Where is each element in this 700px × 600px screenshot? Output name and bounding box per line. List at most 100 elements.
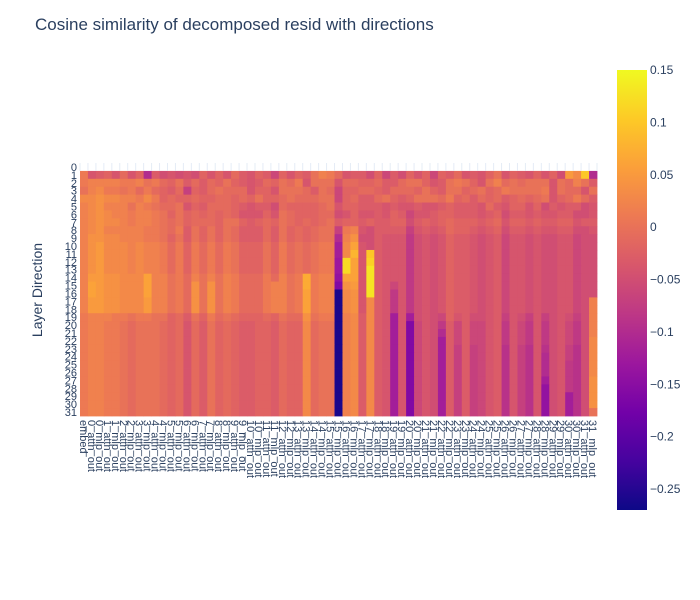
heatmap-cell — [477, 242, 487, 251]
heatmap-cell — [493, 321, 502, 330]
heatmap-cell — [294, 352, 304, 362]
heatmap-cell — [167, 186, 176, 196]
heatmap-cell — [223, 186, 232, 196]
heatmap-cell — [310, 313, 320, 322]
heatmap-cell — [549, 163, 558, 172]
colorbar-tick-label: 0.1 — [650, 115, 667, 129]
heatmap-cell — [143, 170, 152, 180]
heatmap-cell — [119, 376, 129, 385]
heatmap-cell — [581, 242, 590, 251]
heatmap-cell — [406, 210, 415, 219]
heatmap-cell — [485, 242, 494, 251]
heatmap-cell — [581, 163, 590, 172]
heatmap-cell — [135, 226, 145, 235]
heatmap-cell — [437, 376, 447, 385]
heatmap-cell — [167, 329, 176, 338]
heatmap-cell — [485, 202, 494, 211]
heatmap-cell — [326, 400, 335, 409]
heatmap-cell — [342, 352, 351, 362]
heatmap-cell — [231, 186, 240, 196]
heatmap-cell — [477, 234, 487, 243]
heatmap-cell — [406, 297, 415, 306]
heatmap-cell — [461, 210, 471, 219]
heatmap-cell — [422, 257, 431, 267]
heatmap-cell — [231, 313, 240, 322]
heatmap-cell — [103, 329, 113, 338]
heatmap-cell — [231, 178, 240, 188]
heatmap-cell — [326, 352, 335, 362]
heatmap-cell — [80, 226, 89, 235]
heatmap-cell — [215, 163, 224, 172]
heatmap-cell — [191, 163, 200, 172]
heatmap-cell — [207, 194, 216, 203]
heatmap-cell — [509, 170, 518, 180]
heatmap-cell — [111, 170, 121, 180]
heatmap-cell — [477, 400, 487, 409]
heatmap-cell — [573, 202, 582, 211]
x-tick-label: 18_attn_out — [371, 420, 383, 478]
heatmap-cell — [223, 178, 232, 188]
heatmap-cell — [533, 408, 542, 417]
heatmap-cell — [334, 202, 343, 211]
heatmap-cell — [453, 257, 463, 267]
heatmap-cell — [286, 368, 296, 377]
heatmap-cell — [215, 336, 224, 346]
heatmap-cell — [254, 360, 264, 369]
heatmap-cell — [581, 194, 590, 203]
heatmap-cell — [215, 376, 224, 385]
heatmap-cell — [103, 321, 113, 330]
heatmap-cell — [366, 313, 375, 322]
x-tick-label: 19_attn_out — [387, 420, 399, 478]
heatmap-cell — [127, 178, 137, 188]
heatmap-cell — [103, 234, 113, 243]
y-tick-label: 4 — [71, 194, 77, 206]
heatmap-cell — [390, 170, 399, 180]
heatmap-cell — [80, 202, 89, 211]
heatmap-cell — [183, 202, 192, 211]
heatmap-cell — [183, 210, 192, 219]
heatmap-cell — [390, 257, 399, 267]
heatmap-cell — [573, 234, 582, 243]
heatmap-cell — [103, 305, 113, 314]
heatmap-cell — [167, 321, 176, 330]
heatmap-cell — [191, 400, 200, 409]
heatmap-cell — [565, 344, 574, 354]
heatmap-cell — [231, 329, 240, 338]
heatmap-cell — [143, 329, 152, 338]
heatmap-cell — [445, 249, 455, 259]
heatmap-cell — [151, 313, 160, 322]
heatmap-cell — [302, 194, 312, 203]
heatmap-cell — [247, 392, 256, 401]
heatmap-cell — [541, 400, 550, 409]
heatmap-cell — [183, 408, 192, 417]
heatmap-cell — [119, 202, 129, 211]
heatmap-cell — [103, 400, 113, 409]
heatmap-cell — [445, 352, 455, 362]
x-tick-labels: embed0_attn_out0_mlp_out1_attn_out1_mlp_… — [77, 420, 598, 478]
heatmap-cell — [485, 313, 494, 322]
heatmap-cell — [422, 163, 431, 172]
heatmap-cell — [477, 218, 487, 227]
heatmap-cell — [215, 178, 224, 188]
heatmap-cell — [414, 360, 423, 369]
heatmap-cell — [294, 408, 304, 417]
heatmap-cell — [135, 242, 145, 251]
heatmap-cell — [533, 163, 542, 172]
heatmap-cell — [207, 234, 216, 243]
heatmap-cell — [80, 163, 89, 172]
heatmap-cell — [541, 329, 550, 338]
heatmap-cell — [557, 384, 566, 393]
heatmap-cell — [429, 242, 439, 251]
heatmap-cell — [581, 305, 590, 314]
heatmap-cell — [151, 202, 160, 211]
heatmap-cell — [517, 408, 526, 417]
heatmap-cell — [437, 257, 447, 267]
heatmap-cell — [119, 289, 129, 298]
heatmap-cell — [318, 297, 327, 306]
heatmap-cell — [453, 218, 463, 227]
x-tick-label: 13_attn_out — [292, 420, 304, 478]
heatmap-cell — [278, 297, 288, 306]
heatmap-cell — [278, 376, 288, 385]
heatmap-cell — [143, 234, 152, 243]
heatmap-cell — [350, 194, 359, 203]
